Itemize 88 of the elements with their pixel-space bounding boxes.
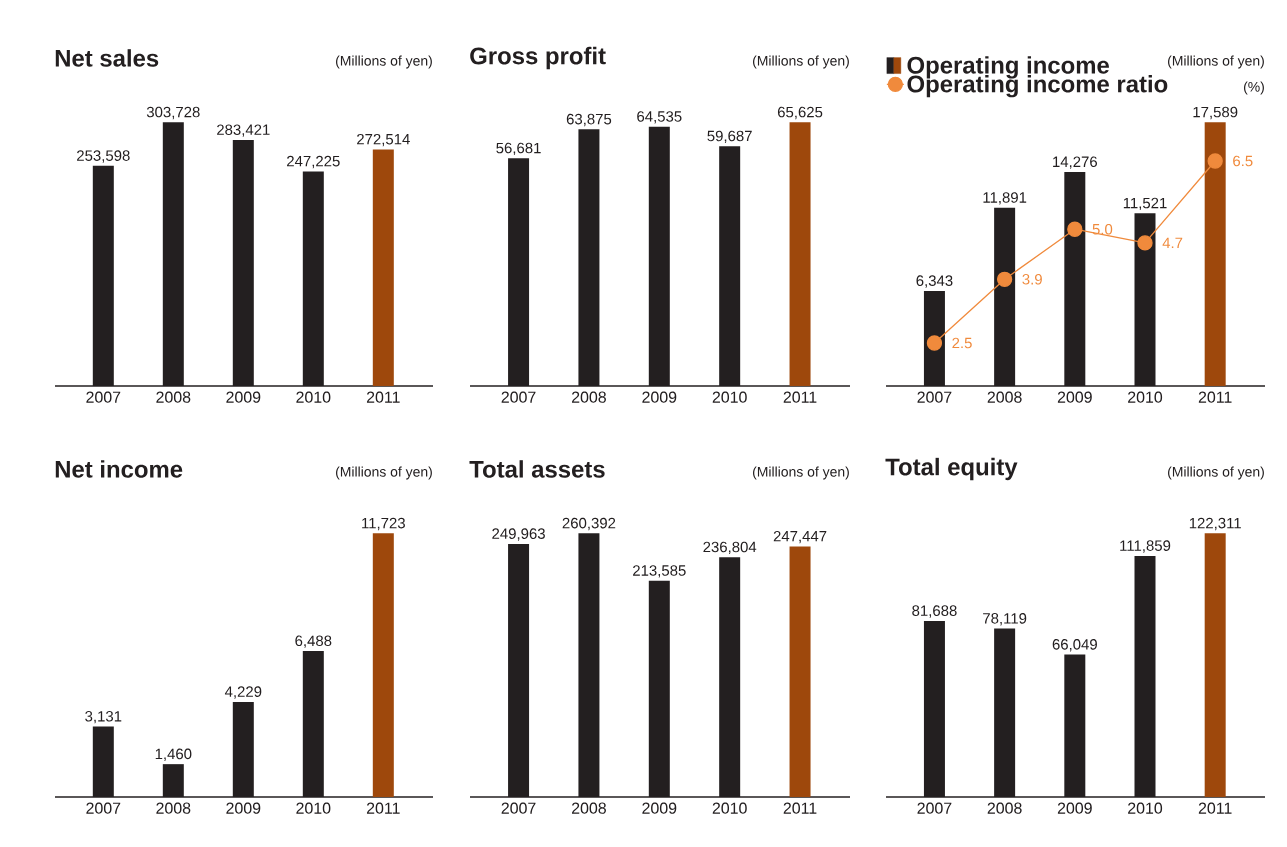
data-label: 303,728 <box>146 106 200 120</box>
data-label: 283,421 <box>217 124 270 137</box>
x-tick-label: 2011 <box>783 802 817 814</box>
data-label: 66,049 <box>1052 639 1097 652</box>
x-tick-label: 2007 <box>86 391 121 403</box>
data-label: 11,723 <box>362 517 405 531</box>
x-tick-label: 2011 <box>366 391 400 403</box>
data-label: 1,460 <box>155 748 192 761</box>
y2-axis-title: (%) <box>1243 81 1264 95</box>
x-tick-label: 2007 <box>86 802 121 814</box>
x-tick-label: 2009 <box>1057 802 1092 814</box>
chart-title: Gross profit <box>470 46 606 70</box>
point <box>926 335 943 351</box>
x-tick-label: 2010 <box>712 391 747 403</box>
y-axis-title: (Millions of yen) <box>1168 466 1264 480</box>
data-label: 253,598 <box>77 150 130 163</box>
x-tick-label: 2008 <box>572 391 606 403</box>
data-label: 4,229 <box>224 686 262 699</box>
bar <box>1204 533 1226 797</box>
data-label: 6.5 <box>1233 155 1253 167</box>
data-label: 6,488 <box>295 635 332 648</box>
data-label: 81,688 <box>912 605 957 618</box>
y-axis-title: (Millions of yen) <box>753 466 849 480</box>
chart-title: Net sales <box>55 49 159 67</box>
x-tick-label: 2009 <box>226 802 261 814</box>
data-label: 5.0 <box>1092 223 1113 235</box>
data-label: 59,687 <box>707 130 752 143</box>
data-label: 249,963 <box>492 528 545 541</box>
x-tick-label: 2008 <box>987 802 1022 814</box>
data-label: 65,625 <box>777 106 823 120</box>
data-label: 11,891 <box>983 192 1027 205</box>
data-label: 3,131 <box>85 711 122 724</box>
chart-title: Total equity <box>885 457 1018 481</box>
x-tick-label: 2008 <box>156 391 191 403</box>
data-label: 111,859 <box>1120 540 1171 553</box>
y-axis-title: (Millions of yen) <box>1168 55 1264 69</box>
data-label: 213,585 <box>633 565 686 578</box>
data-label: 3.9 <box>1022 273 1042 285</box>
x-tick-label: 2008 <box>572 802 606 814</box>
x-tick-label: 2010 <box>296 391 331 403</box>
data-label: 78,119 <box>983 613 1027 626</box>
x-tick-label: 2009 <box>226 391 261 403</box>
point <box>996 271 1013 287</box>
bar <box>789 546 811 797</box>
chart-title: Total assets <box>469 460 605 478</box>
x-tick-label: 2008 <box>156 802 191 814</box>
data-label: 17,589 <box>1193 106 1238 120</box>
data-label: 6,343 <box>916 275 953 288</box>
y-axis-title: (Millions of yen) <box>753 55 849 69</box>
x-tick-label: 2010 <box>1128 391 1163 403</box>
bar <box>372 149 394 386</box>
y-axis-title: (Millions of yen) <box>336 466 432 480</box>
x-tick-label: 2011 <box>1198 802 1232 814</box>
chart-title: Net income <box>55 460 183 478</box>
x-tick-label: 2007 <box>501 802 536 814</box>
data-label: 63,875 <box>566 113 612 127</box>
data-label: 272,514 <box>357 133 410 147</box>
x-tick-label: 2009 <box>642 391 677 403</box>
data-label: 64,535 <box>637 111 682 124</box>
x-tick-label: 2010 <box>712 802 747 814</box>
data-label: 122,311 <box>1189 517 1241 531</box>
data-label: 260,392 <box>562 517 616 531</box>
x-tick-label: 2009 <box>642 802 677 814</box>
x-tick-label: 2007 <box>917 391 952 403</box>
data-label: 236,804 <box>703 541 757 555</box>
bar <box>372 533 394 797</box>
bar <box>1204 122 1226 386</box>
data-label: 11,521 <box>1123 197 1167 211</box>
x-tick-label: 2010 <box>1128 802 1163 814</box>
data-label: 14,276 <box>1053 156 1098 169</box>
point <box>1137 235 1153 251</box>
data-label: 2.5 <box>952 337 972 349</box>
x-tick-label: 2011 <box>1198 391 1232 403</box>
data-label: 247,447 <box>773 530 827 544</box>
x-tick-label: 2007 <box>501 391 536 403</box>
point <box>1207 153 1223 169</box>
x-tick-label: 2007 <box>917 802 952 814</box>
y-axis-title: (Millions of yen) <box>336 55 432 69</box>
data-label: 56,681 <box>496 142 541 156</box>
data-label: 4.7 <box>1162 237 1183 249</box>
x-tick-label: 2010 <box>296 802 331 814</box>
x-tick-label: 2011 <box>366 802 400 814</box>
x-tick-label: 2008 <box>987 391 1022 403</box>
x-tick-label: 2011 <box>783 391 817 403</box>
point <box>1067 221 1083 237</box>
x-tick-label: 2009 <box>1057 391 1092 403</box>
bar <box>789 122 811 386</box>
data-label: 247,225 <box>287 155 340 169</box>
